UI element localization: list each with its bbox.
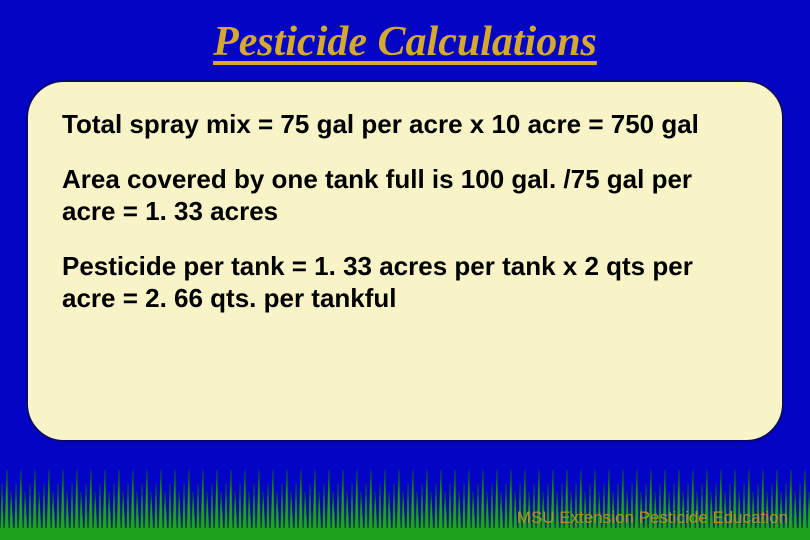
grass-decoration [0,462,810,540]
footer-attribution: MSU Extension Pesticide Education [517,508,788,528]
slide-title: Pesticide Calculations [0,0,810,66]
paragraph-1: Total spray mix = 75 gal per acre x 10 a… [62,108,748,141]
content-box: Total spray mix = 75 gal per acre x 10 a… [26,80,784,442]
paragraph-3: Pesticide per tank = 1. 33 acres per tan… [62,250,748,315]
paragraph-2: Area covered by one tank full is 100 gal… [62,163,748,228]
